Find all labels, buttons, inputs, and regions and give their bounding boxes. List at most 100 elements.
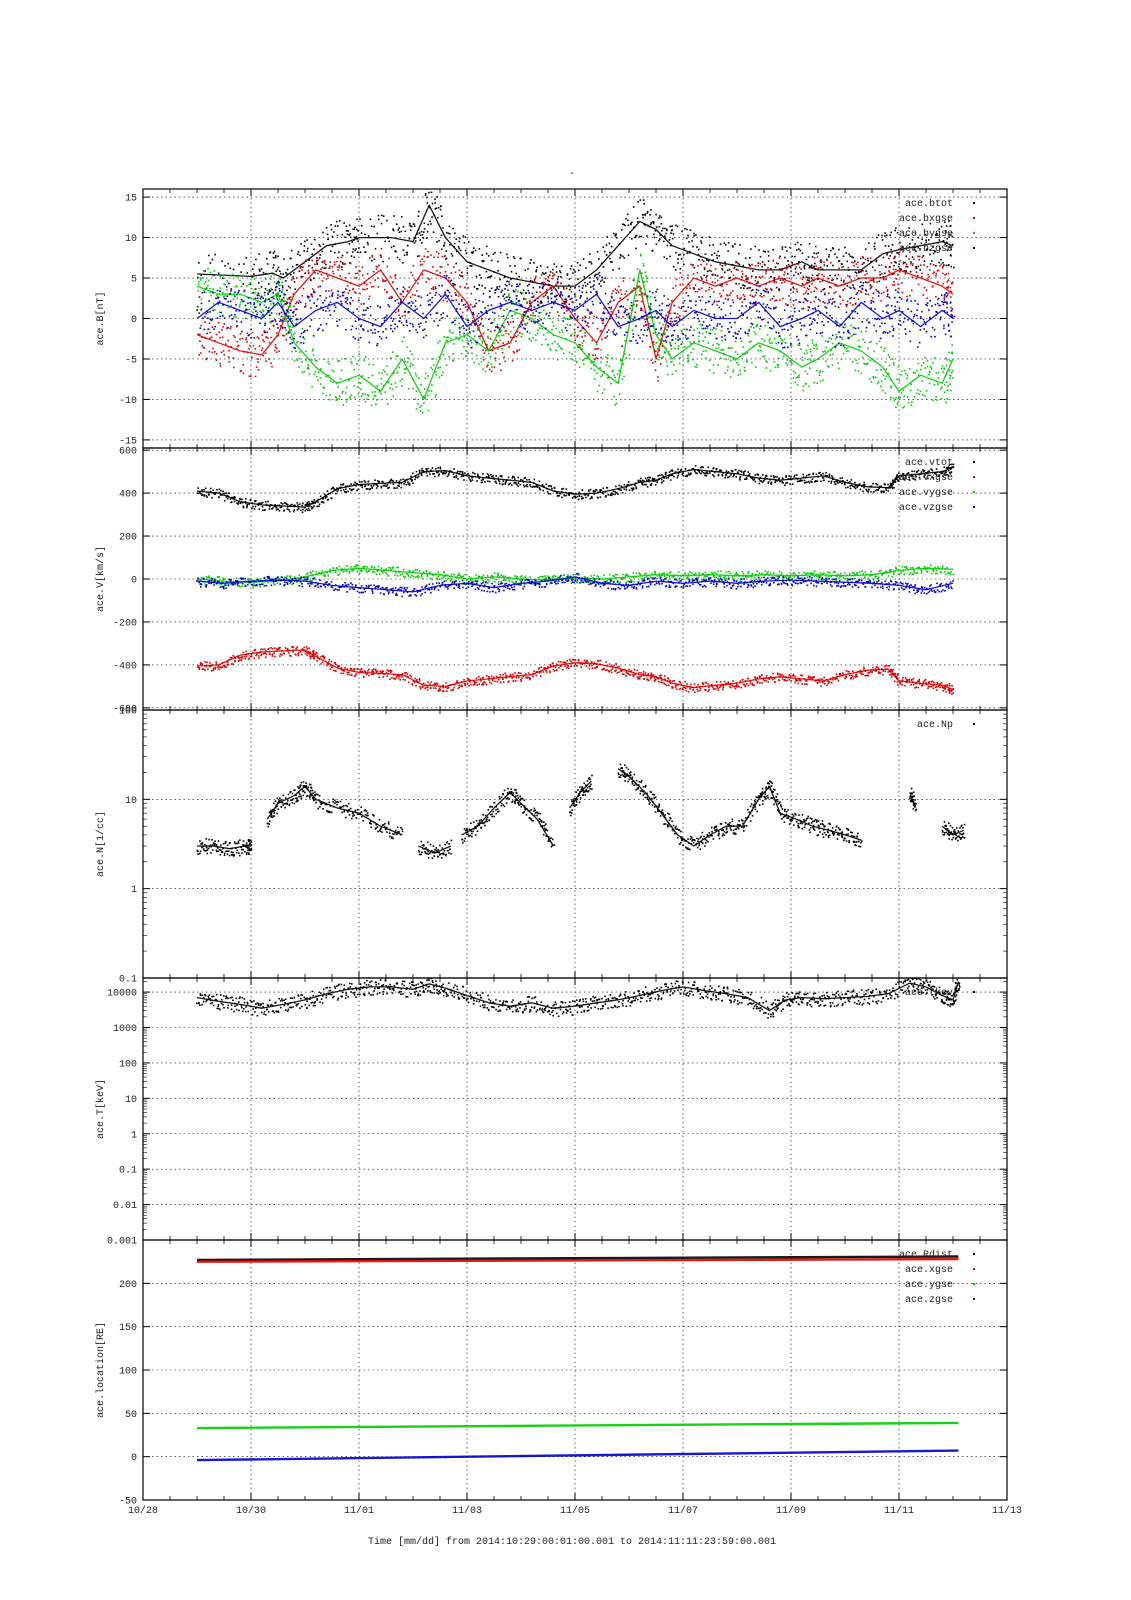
data-point	[283, 293, 285, 296]
data-point	[865, 293, 867, 295]
data-point	[304, 240, 306, 243]
data-point	[873, 245, 876, 248]
data-point	[811, 274, 814, 276]
data-point	[600, 375, 602, 378]
data-point	[945, 381, 948, 383]
data-point	[899, 320, 901, 322]
data-point	[683, 263, 685, 266]
data-point	[888, 297, 891, 299]
data-point	[951, 283, 953, 285]
data-point	[869, 359, 872, 362]
data-point	[297, 302, 300, 304]
data-point	[600, 317, 602, 320]
data-point	[616, 289, 618, 292]
data-point	[289, 317, 292, 320]
data-point	[648, 323, 650, 325]
data-point	[582, 327, 584, 329]
data-point	[750, 302, 752, 305]
data-point	[617, 311, 620, 314]
data-point	[460, 352, 463, 355]
data-point	[512, 300, 514, 303]
data-point	[769, 342, 771, 344]
data-point	[565, 301, 567, 304]
data-point	[296, 509, 299, 511]
data-point	[826, 258, 828, 261]
data-point	[211, 496, 213, 499]
data-point	[813, 300, 815, 303]
data-point	[882, 276, 885, 278]
data-point	[253, 337, 255, 339]
data-point	[332, 381, 334, 383]
data-point	[769, 299, 772, 301]
data-point	[555, 266, 558, 268]
data-point	[952, 243, 954, 246]
data-point	[575, 360, 578, 363]
data-point	[475, 275, 478, 278]
data-point	[675, 338, 677, 340]
data-point	[865, 290, 867, 292]
data-point	[439, 208, 442, 211]
data-point	[318, 503, 321, 505]
data-point	[366, 398, 368, 400]
data-point	[505, 318, 507, 320]
data-point	[701, 332, 704, 335]
legend-entry-marker	[973, 217, 975, 219]
data-point	[847, 337, 850, 339]
data-point	[541, 343, 543, 346]
data-point	[367, 235, 370, 237]
data-point	[530, 259, 532, 261]
data-point	[941, 294, 943, 297]
data-point	[499, 278, 501, 281]
data-point	[806, 300, 809, 302]
data-point	[273, 264, 275, 266]
data-point	[281, 305, 284, 308]
data-point	[888, 266, 891, 269]
data-point	[649, 223, 652, 226]
data-point	[309, 299, 311, 302]
data-point	[509, 310, 512, 312]
data-point	[317, 259, 320, 261]
data-point	[445, 339, 447, 342]
data-point	[939, 318, 942, 321]
data-point	[846, 300, 849, 303]
data-point	[312, 502, 315, 505]
data-point	[708, 324, 711, 326]
data-point	[764, 287, 767, 290]
data-point	[358, 484, 361, 486]
data-point	[371, 486, 373, 489]
data-point	[729, 276, 732, 279]
data-point	[418, 469, 421, 472]
data-point	[537, 300, 539, 303]
data-point	[336, 325, 339, 327]
data-point	[910, 300, 912, 302]
data-point	[617, 321, 619, 324]
data-point	[609, 257, 611, 260]
data-point	[354, 337, 356, 340]
data-point	[882, 310, 884, 313]
data-point	[613, 333, 615, 335]
data-point	[221, 494, 224, 496]
data-point	[392, 480, 395, 482]
data-point	[757, 289, 760, 292]
data-point	[418, 472, 421, 474]
data-point	[584, 357, 587, 359]
data-point	[319, 369, 322, 372]
data-point	[473, 313, 475, 316]
data-point	[557, 343, 559, 345]
data-point	[543, 284, 545, 286]
data-point	[942, 265, 944, 268]
data-point	[597, 273, 599, 275]
data-point	[264, 331, 267, 334]
data-point	[507, 323, 510, 325]
data-point	[737, 374, 740, 376]
data-point	[282, 334, 284, 337]
data-point	[456, 308, 458, 310]
data-point	[698, 288, 701, 291]
data-point	[411, 240, 414, 243]
data-point	[241, 330, 243, 333]
data-point	[359, 325, 362, 328]
data-point	[893, 281, 895, 283]
data-point	[490, 259, 493, 262]
data-point	[834, 345, 837, 348]
data-point	[218, 496, 220, 499]
